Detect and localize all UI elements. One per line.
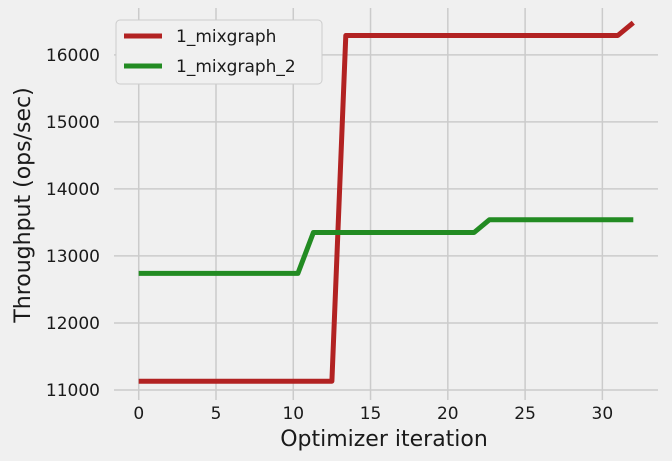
series-group	[138, 20, 635, 384]
x-tick-label: 10	[282, 404, 304, 424]
legend: 1_mixgraph 1_mixgraph_2	[115, 19, 323, 85]
x-tick-label: 5	[211, 404, 222, 424]
grid	[114, 8, 658, 400]
x-axis-label: Optimizer iteration	[280, 427, 488, 452]
y-axis-label: Throughput (ops/sec)	[11, 87, 36, 323]
series-line-1_mixgraph	[138, 20, 635, 384]
legend-frame	[115, 19, 323, 85]
y-tick-label: 16000	[46, 46, 100, 66]
x-tick-label: 20	[437, 404, 459, 424]
y-tick-label: 13000	[46, 247, 100, 267]
x-tick-label: 30	[592, 404, 614, 424]
y-tick-label: 12000	[46, 314, 100, 334]
series-line-1_mixgraph_2	[138, 217, 634, 276]
x-tick-label: 25	[514, 404, 536, 424]
y-tick-label: 11000	[46, 381, 100, 401]
y-tick-label: 15000	[46, 113, 100, 133]
x-tick-label: 0	[133, 404, 144, 424]
legend-label-1_mixgraph_2: 1_mixgraph_2	[176, 57, 296, 77]
y-tick-label: 14000	[46, 180, 100, 200]
legend-label-1_mixgraph: 1_mixgraph	[176, 27, 276, 47]
x-tick-label: 15	[360, 404, 382, 424]
tick-labels: 0 5 10 15 20 25 30 11000 12000 13000 14000 15000 160…	[46, 46, 613, 424]
